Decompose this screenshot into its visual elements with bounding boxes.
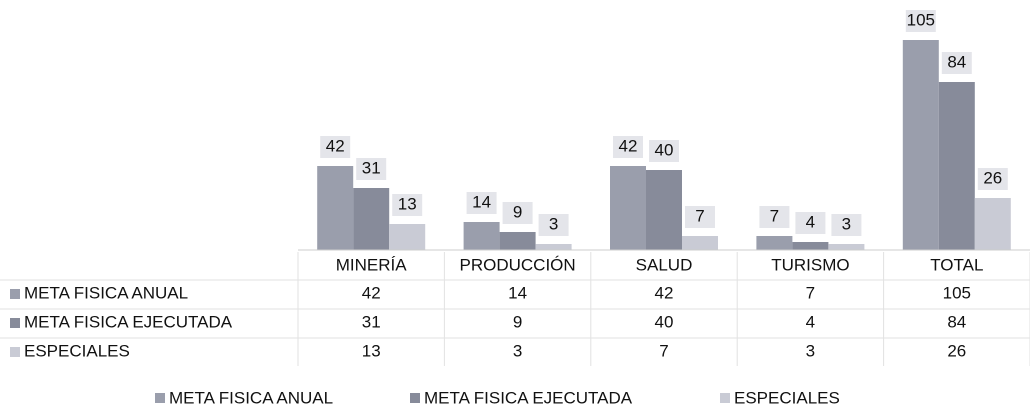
data-label: 42 <box>619 136 638 155</box>
bar <box>317 166 354 250</box>
data-label-bg <box>685 206 715 228</box>
data-label-bg <box>356 158 387 180</box>
data-label-bg <box>831 214 862 236</box>
data-label: 3 <box>842 214 851 233</box>
data-label: 14 <box>472 192 491 211</box>
x-tick-label: TURISMO <box>771 255 849 274</box>
data-label: 9 <box>513 202 522 221</box>
data-label: 3 <box>549 214 558 233</box>
data-label: 7 <box>695 206 704 225</box>
data-label: 84 <box>947 52 966 71</box>
table-cell: 13 <box>362 341 381 360</box>
legend-key <box>410 393 420 403</box>
legend-label: ESPECIALES <box>734 388 840 407</box>
table-row-label: META FISICA ANUAL <box>24 283 188 302</box>
data-label: 105 <box>907 10 935 29</box>
data-label: 7 <box>770 206 779 225</box>
bar <box>902 40 939 250</box>
data-label-bg <box>613 136 643 158</box>
table-cell: 7 <box>806 283 815 302</box>
x-tick-label: TOTAL <box>930 255 983 274</box>
table-cell: 42 <box>655 283 674 302</box>
table-cell: 42 <box>362 283 381 302</box>
table-cell: 3 <box>513 341 522 360</box>
data-label: 4 <box>806 212 815 231</box>
data-label: 31 <box>362 158 381 177</box>
data-label-bg <box>320 136 351 158</box>
bar <box>828 244 865 250</box>
x-tick-label: SALUD <box>636 255 693 274</box>
bar <box>389 224 426 250</box>
table-cell: 31 <box>362 312 381 331</box>
data-label-bg <box>759 206 790 228</box>
data-label-bg <box>392 194 423 216</box>
data-label-bg <box>649 140 679 162</box>
table-cell: 3 <box>806 341 815 360</box>
table-cell: 40 <box>655 312 674 331</box>
data-label: 13 <box>398 194 417 213</box>
table-cell: 26 <box>947 341 966 360</box>
data-label: 42 <box>326 136 345 155</box>
table-cell: 9 <box>513 312 522 331</box>
data-label-bg <box>977 168 1008 190</box>
bar <box>756 236 793 250</box>
table-cell: 4 <box>806 312 815 331</box>
table-cell: 84 <box>947 312 966 331</box>
legend-key <box>720 393 730 403</box>
table-cell: 105 <box>943 283 971 302</box>
data-label-bg <box>502 202 533 224</box>
table-key <box>10 318 20 328</box>
table-key <box>10 347 20 357</box>
table-cell: 7 <box>659 341 668 360</box>
x-tick-label: MINERÍA <box>336 255 408 274</box>
bar <box>463 222 500 250</box>
data-label-bg <box>466 192 497 214</box>
bar <box>353 188 390 250</box>
table-key <box>10 289 20 299</box>
data-label-bg <box>905 10 936 32</box>
bar <box>974 198 1011 250</box>
bar <box>499 232 536 250</box>
bar <box>938 82 975 250</box>
table-row-label: META FISICA EJECUTADA <box>24 312 233 331</box>
legend-key <box>155 393 165 403</box>
bar <box>682 236 718 250</box>
data-label: 40 <box>655 140 674 159</box>
bar <box>535 244 572 250</box>
legend-label: META FISICA EJECUTADA <box>424 388 633 407</box>
bar <box>610 166 646 250</box>
data-label-bg <box>538 214 569 236</box>
data-label-bg <box>941 52 972 74</box>
table-cell: 14 <box>508 283 527 302</box>
bar <box>792 242 829 250</box>
data-label-bg <box>795 212 826 234</box>
table-row-label: ESPECIALES <box>24 341 130 360</box>
data-label: 26 <box>983 168 1002 187</box>
x-tick-label: PRODUCCIÓN <box>460 255 576 274</box>
bar <box>646 170 682 250</box>
legend-label: META FISICA ANUAL <box>169 388 333 407</box>
